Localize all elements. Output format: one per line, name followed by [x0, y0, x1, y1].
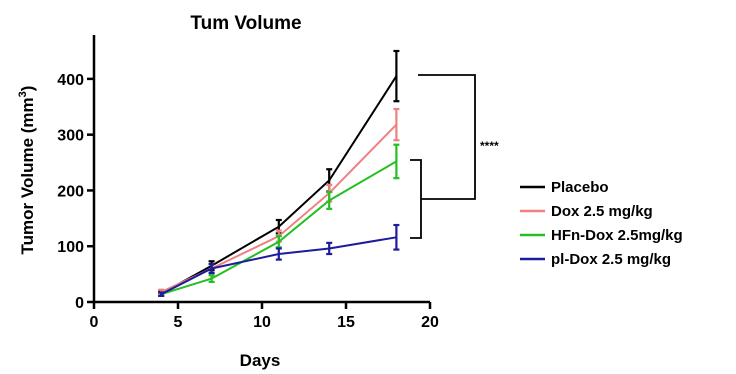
error-bar [326, 241, 333, 256]
legend-item: pl-Dox 2.5 mg/kg [520, 251, 671, 268]
x-ticks: 0 5 10 15 20 [90, 302, 439, 331]
bracket-inner [410, 159, 422, 239]
error-bar [275, 235, 282, 249]
error-bar [393, 223, 400, 251]
x-tick-label: 0 [90, 314, 99, 331]
y-tick-label: 100 [57, 239, 84, 256]
y-tick-label: 300 [57, 128, 84, 145]
series-1 [158, 107, 400, 296]
error-bar [208, 274, 215, 284]
legend-label: pl-Dox 2.5 mg/kg [551, 251, 671, 268]
y-tick-label: 200 [57, 183, 84, 200]
legend-item: Dox 2.5 mg/kg [520, 203, 653, 220]
error-bar [158, 291, 165, 297]
legend-label: Placebo [551, 179, 609, 196]
x-tick-label: 15 [337, 314, 355, 331]
y-ticks: 0 100 200 300 400 [57, 72, 94, 312]
legend-label: Dox 2.5 mg/kg [551, 203, 653, 220]
y-axis-label-suffix: ) [18, 86, 37, 92]
x-tick-label: 10 [253, 314, 271, 331]
error-bar [275, 247, 282, 261]
error-bar [326, 191, 333, 210]
legend: Placebo Dox 2.5 mg/kg HFn-Dox 2.5mg/kg pl-D… [520, 179, 683, 268]
series-line [160, 123, 398, 293]
series-line [160, 75, 398, 295]
legend-item: Placebo [520, 179, 609, 196]
series-layer [158, 49, 400, 297]
error-bar [393, 143, 400, 180]
error-bar [393, 49, 400, 103]
y-axis-label-text: Tumor Volume (mm [18, 97, 37, 254]
legend-item: HFn-Dox 2.5mg/kg [520, 227, 683, 244]
significance-brackets [410, 74, 476, 239]
legend-label: HFn-Dox 2.5mg/kg [551, 227, 683, 244]
x-axis-label: Days [240, 351, 281, 370]
y-axis-label: Tumor Volume (mm3) [17, 86, 37, 255]
series-3 [158, 223, 400, 297]
x-tick-label: 20 [421, 314, 439, 331]
x-tick-label: 5 [174, 314, 183, 331]
y-axis-label-superscript: 3 [17, 91, 29, 97]
significance-label: **** [480, 139, 499, 153]
y-tick-label: 400 [57, 72, 84, 89]
error-bar [208, 262, 215, 275]
y-tick-label: 0 [75, 295, 84, 312]
bracket-outer [418, 74, 476, 200]
chart-title: Tum Volume [190, 13, 301, 34]
error-bar [393, 107, 400, 142]
